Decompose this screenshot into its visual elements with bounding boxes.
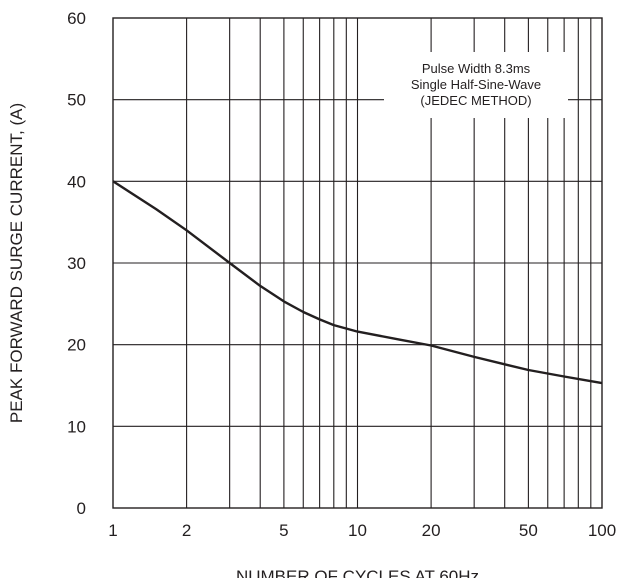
annotation-box [384, 52, 568, 118]
annotation-line-1: Pulse Width 8.3ms [422, 61, 531, 76]
annotation-line-2: Single Half-Sine-Wave [411, 77, 541, 92]
x-tick-label-2: 2 [182, 521, 191, 540]
y-tick-label-30: 30 [67, 254, 86, 273]
x-tick-label-20: 20 [422, 521, 441, 540]
x-tick-label-100: 100 [588, 521, 616, 540]
y-tick-label-20: 20 [67, 336, 86, 355]
x-tick-label-5: 5 [279, 521, 288, 540]
y-axis-label: PEAK FORWARD SURGE CURRENT, (A) [7, 103, 26, 423]
x-tick-label-50: 50 [519, 521, 538, 540]
y-tick-label-50: 50 [67, 91, 86, 110]
x-tick-label-10: 10 [348, 521, 367, 540]
annotation-line-3: (JEDEC METHOD) [420, 93, 531, 108]
surge-current-curve [112, 180, 603, 385]
y-tick-label-40: 40 [67, 172, 86, 191]
y-tick-label-60: 60 [67, 9, 86, 28]
y-tick-label-10: 10 [67, 417, 86, 436]
x-tick-label-1: 1 [108, 521, 117, 540]
plot-frame [112, 17, 603, 509]
x-axis-label: NUMBER OF CYCLES AT 60Hz [236, 567, 479, 578]
y-tick-labels: 0 10 20 30 40 50 60 [67, 9, 86, 518]
x-tick-labels: 1 2 5 10 20 50 100 [108, 521, 616, 540]
y-tick-label-0: 0 [77, 499, 86, 518]
